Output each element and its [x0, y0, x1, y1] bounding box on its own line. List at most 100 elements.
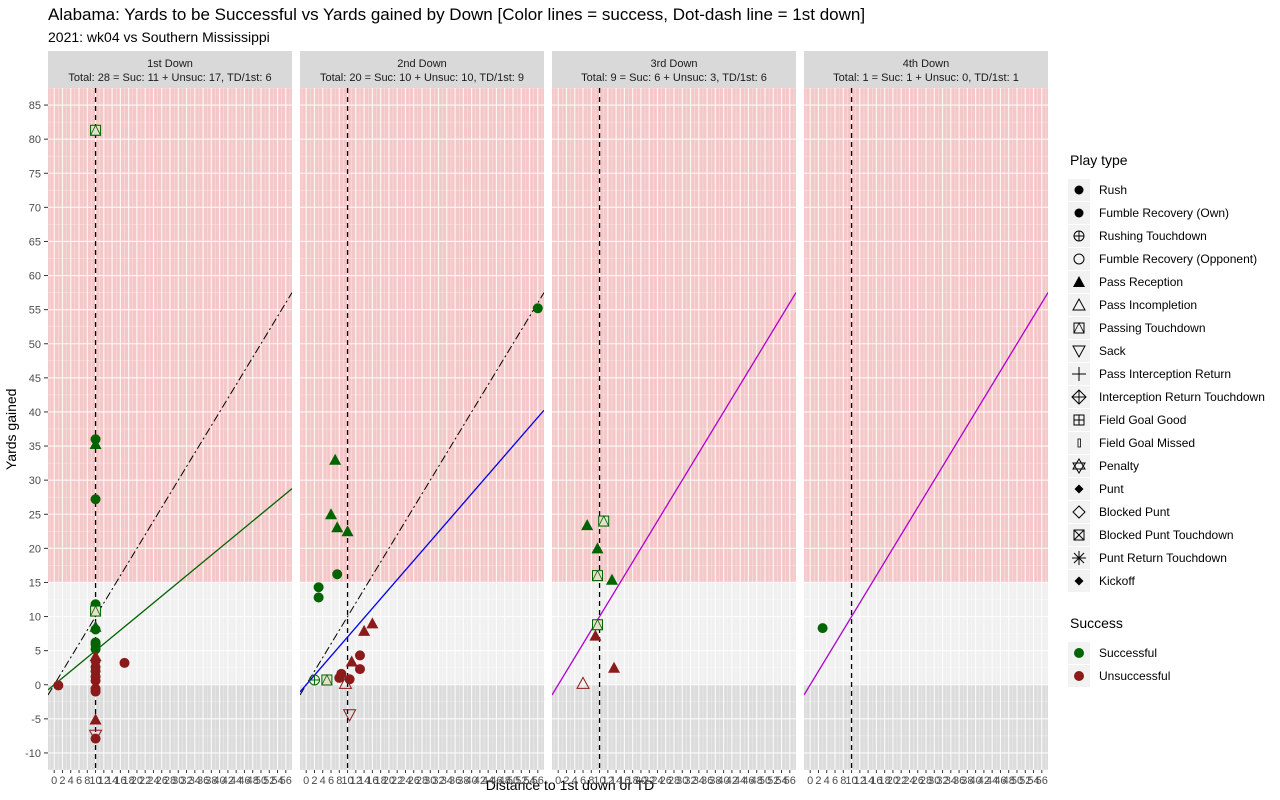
- x-tick-label: 44: [734, 775, 746, 787]
- x-tick-label: 26: [408, 775, 420, 787]
- legend: Play type Rush Fumble Recovery (Own) Rushi…: [1068, 152, 1278, 687]
- facet-plot-area: [300, 88, 544, 770]
- open-circle-icon: [1068, 247, 1090, 270]
- x-tick-label: 40: [466, 775, 478, 787]
- data-point: [576, 676, 590, 689]
- data-point: [354, 650, 365, 661]
- y-tick-label: 15: [29, 577, 41, 589]
- facet-label: 4th Down: [903, 58, 949, 70]
- data-point: [321, 674, 333, 686]
- success-line: [48, 488, 292, 691]
- x-tick-label: 32: [936, 775, 948, 787]
- square-x-icon: [1068, 523, 1090, 546]
- x-tick-label: 10: [845, 775, 857, 787]
- data-point: [313, 582, 324, 593]
- x-tick-label: 50: [759, 775, 771, 787]
- legend-item: Field Goal Missed: [1068, 431, 1278, 454]
- data-point: [591, 618, 604, 631]
- square-plus-icon: [1068, 408, 1090, 431]
- data-point: [342, 709, 357, 722]
- x-tick-label: 26: [156, 775, 168, 787]
- color-dot-icon: [1068, 664, 1090, 687]
- x-tick-label: 36: [701, 775, 713, 787]
- y-tick-label: 80: [29, 134, 41, 146]
- legend-item-label: Pass Interception Return: [1099, 366, 1232, 381]
- x-tick-label: 54: [523, 775, 535, 787]
- legend-item-label: Kickoff: [1099, 573, 1135, 588]
- x-tick-label: 52: [767, 775, 779, 787]
- legend-title-play-type: Play type: [1070, 152, 1128, 168]
- x-tick-label: 44: [230, 775, 242, 787]
- x-tick-label: 32: [180, 775, 192, 787]
- x-tick-label: 34: [189, 775, 201, 787]
- x-tick-label: 48: [751, 775, 763, 787]
- x-tick-label: 6: [832, 775, 838, 787]
- x-tick-label: 22: [391, 775, 403, 787]
- x-tick-label: 8: [84, 775, 90, 787]
- legend-item: Interception Return Touchdown: [1068, 385, 1278, 408]
- facet-summary: Total: 9 = Suc: 6 + Unsuc: 3, TD/1st: 6: [581, 72, 767, 84]
- facet-plot-area: [804, 88, 1048, 770]
- legend-item: Rushing Touchdown: [1068, 224, 1278, 247]
- x-tick-label: 54: [1027, 775, 1039, 787]
- data-point: [366, 617, 379, 629]
- x-tick-label: 50: [1011, 775, 1023, 787]
- x-tick-label: 50: [255, 775, 267, 787]
- data-point: [329, 453, 342, 465]
- x-tick-label: 20: [887, 775, 899, 787]
- x-tick-label: 30: [928, 775, 940, 787]
- x-tick-label: 46: [742, 775, 754, 787]
- x-tick-label: 30: [424, 775, 436, 787]
- x-tick-label: 22: [139, 775, 151, 787]
- x-tick-label: 24: [147, 775, 159, 787]
- x-tick-label: 38: [205, 775, 217, 787]
- legend-item-label: Blocked Punt: [1099, 504, 1170, 519]
- x-tick-label: 0: [51, 775, 57, 787]
- data-point: [338, 676, 353, 689]
- x-tick-label: 36: [197, 775, 209, 787]
- data-point: [591, 569, 604, 582]
- legend-item: Punt: [1068, 477, 1278, 500]
- y-tick-label: 70: [29, 202, 41, 214]
- open-triangle-icon: [1068, 293, 1090, 316]
- x-tick-label: 34: [945, 775, 957, 787]
- legend-item: Sack: [1068, 339, 1278, 362]
- x-tick-label: 4: [824, 775, 830, 787]
- y-axis: -10 -5 0 5 10 15 20 25 30 35 40 45 50 55 60 65 70 75 80 85: [25, 100, 48, 760]
- legend-item-label: Rushing Touchdown: [1099, 228, 1207, 243]
- legend-item-label: Sack: [1099, 343, 1126, 358]
- x-tick-label: 48: [1003, 775, 1015, 787]
- facet-label: 3rd Down: [650, 58, 697, 70]
- chart-subtitle: 2021: wk04 vs Southern Mississippi: [48, 29, 270, 45]
- facet-summary: Total: 20 = Suc: 10 + Unsuc: 10, TD/1st:…: [320, 72, 524, 84]
- x-tick-label: 48: [247, 775, 259, 787]
- data-point: [598, 515, 610, 527]
- data-point: [358, 624, 371, 636]
- x-tick-label: 2: [311, 775, 317, 787]
- down-triangle-icon: [1068, 339, 1090, 362]
- y-tick-label: 10: [29, 612, 41, 624]
- x-tick-label: 50: [507, 775, 519, 787]
- filled-circle-icon: [1068, 178, 1090, 201]
- legend-item-label: Pass Incompletion: [1099, 297, 1198, 312]
- x-tick-label: 44: [482, 775, 494, 787]
- x-tick-label: 38: [961, 775, 973, 787]
- x-tick-label: 52: [1019, 775, 1031, 787]
- data-point: [334, 672, 345, 683]
- x-tick-label: 22: [643, 775, 655, 787]
- x-tick-label: 56: [532, 775, 544, 787]
- x-tick-label: 34: [693, 775, 705, 787]
- facet-summary: Total: 1 = Suc: 1 + Unsuc: 0, TD/1st: 1: [833, 72, 1019, 84]
- x-tick-label: 40: [718, 775, 730, 787]
- legend-item: Unsuccessful: [1068, 664, 1278, 687]
- x-tick-label: 20: [383, 775, 395, 787]
- faceted-scatter-chart: -10-505101520253035404550556065707580851…: [25, 51, 1048, 787]
- legend-play-type-list: Rush Fumble Recovery (Own) Rushing Touchdo…: [1068, 178, 1278, 592]
- x-tick-label: 0: [555, 775, 561, 787]
- data-point: [589, 629, 602, 641]
- x-tick-label: 28: [164, 775, 176, 787]
- data-point: [605, 573, 618, 585]
- facet-strip: [552, 51, 796, 88]
- filled-circle-icon: [1068, 201, 1090, 224]
- data-point: [89, 438, 102, 450]
